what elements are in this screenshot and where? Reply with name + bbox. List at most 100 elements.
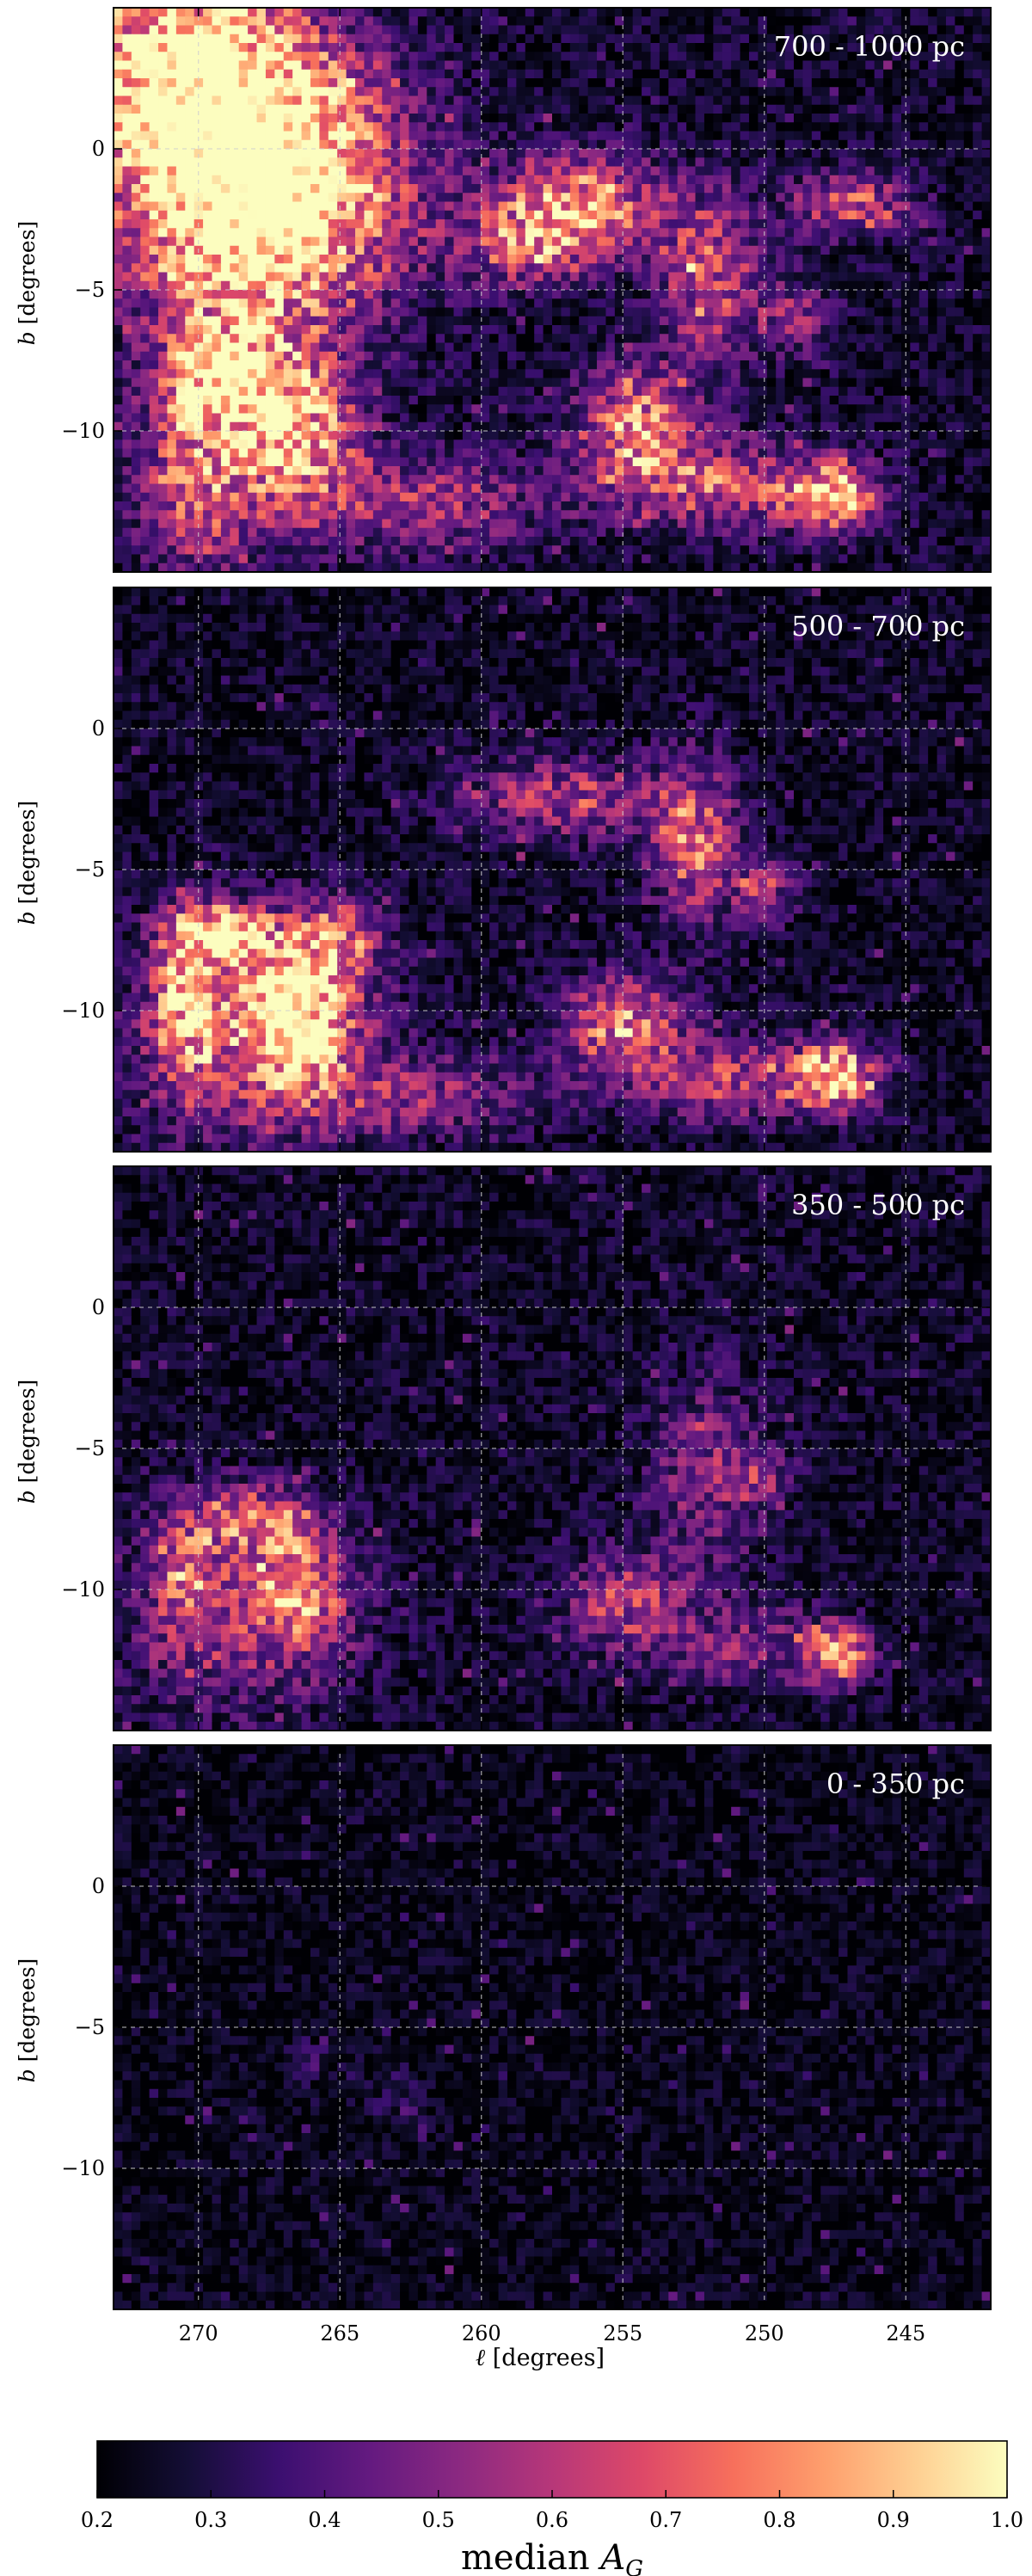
heatmap-cell xyxy=(918,378,929,388)
heatmap-cell xyxy=(220,8,230,17)
heatmap-cell xyxy=(973,104,983,114)
heatmap-cell xyxy=(445,290,455,299)
heatmap-cell xyxy=(328,175,338,185)
heatmap-cell xyxy=(167,245,177,255)
heatmap-cell xyxy=(829,78,839,88)
heatmap-cell xyxy=(131,104,141,114)
heatmap-cell xyxy=(445,263,455,274)
heatmap-cell xyxy=(731,334,741,344)
heatmap-cell xyxy=(766,104,777,114)
heatmap-cell xyxy=(874,219,884,229)
heatmap-cell xyxy=(238,369,249,379)
heatmap-cell xyxy=(695,272,705,282)
heatmap-cell xyxy=(238,290,249,299)
heatmap-cell xyxy=(408,325,419,335)
heatmap-cell xyxy=(328,298,338,309)
heatmap-cell xyxy=(212,210,222,220)
heatmap-cell xyxy=(167,184,177,194)
heatmap-cell xyxy=(480,184,490,194)
heatmap-cell xyxy=(220,166,230,176)
heatmap-cell xyxy=(194,104,204,114)
heatmap-cell xyxy=(417,210,427,220)
heatmap-cell xyxy=(650,413,660,423)
heatmap-cell xyxy=(372,369,383,379)
heatmap-cell xyxy=(498,255,508,264)
heatmap-cell xyxy=(319,175,329,185)
heatmap-cell xyxy=(427,69,437,79)
heatmap-cell xyxy=(301,342,311,353)
heatmap-cell xyxy=(149,396,159,405)
heatmap-cell xyxy=(355,404,366,415)
heatmap-cell xyxy=(614,16,624,27)
heatmap-cell xyxy=(963,157,974,168)
heatmap-cell xyxy=(346,228,356,238)
heatmap-cell xyxy=(498,87,508,97)
heatmap-cell xyxy=(364,290,374,299)
heatmap-cell xyxy=(829,334,839,344)
heatmap-cell xyxy=(256,421,267,432)
heatmap-cell xyxy=(614,413,624,423)
heatmap-cell xyxy=(973,255,983,264)
heatmap-cell xyxy=(372,272,383,282)
heatmap-cell xyxy=(892,16,902,27)
heatmap-cell xyxy=(525,34,535,44)
heatmap-cell xyxy=(256,201,267,212)
heatmap-cell xyxy=(722,369,732,379)
heatmap-cell xyxy=(453,396,464,405)
heatmap-cell xyxy=(928,404,938,415)
heatmap-cell xyxy=(856,272,866,282)
heatmap-cell xyxy=(703,272,714,282)
heatmap-cell xyxy=(820,440,831,450)
heatmap-cell xyxy=(435,69,445,79)
heatmap-cell xyxy=(534,104,544,114)
heatmap-cell xyxy=(220,34,230,44)
heatmap-cell xyxy=(802,69,813,79)
heatmap-cell xyxy=(382,78,392,88)
heatmap-cell xyxy=(650,175,660,185)
heatmap-cell xyxy=(265,25,275,35)
heatmap-cell xyxy=(372,104,383,114)
heatmap-cell xyxy=(445,139,455,150)
heatmap-cell xyxy=(114,193,124,203)
heatmap-cell xyxy=(856,8,866,17)
heatmap-cell xyxy=(543,440,553,450)
heatmap-cell xyxy=(337,369,347,379)
heatmap-cell xyxy=(292,272,303,282)
heatmap-cell xyxy=(516,325,526,335)
heatmap-cell xyxy=(794,131,804,141)
heatmap-cell xyxy=(283,360,293,370)
heatmap-cell xyxy=(597,175,607,185)
heatmap-cell xyxy=(480,298,490,309)
heatmap-cell xyxy=(552,175,562,185)
heatmap-cell xyxy=(435,149,445,158)
heatmap-cell xyxy=(856,43,866,52)
heatmap-cell xyxy=(220,421,230,432)
heatmap-cell xyxy=(605,263,616,274)
heatmap-cell xyxy=(543,193,553,203)
heatmap-cell xyxy=(230,43,240,52)
heatmap-cell xyxy=(256,8,267,17)
heatmap-cell xyxy=(614,298,624,309)
heatmap-cell xyxy=(175,342,186,353)
heatmap-cell xyxy=(175,290,186,299)
heatmap-cell xyxy=(462,34,472,44)
heatmap-cell xyxy=(400,316,410,326)
heatmap-cell xyxy=(220,290,230,299)
heatmap-cell xyxy=(310,114,320,123)
heatmap-cell xyxy=(918,8,929,17)
heatmap-cell xyxy=(445,157,455,168)
heatmap-cell xyxy=(900,386,911,397)
heatmap-cell xyxy=(883,34,894,44)
heatmap-cell xyxy=(740,122,750,132)
heatmap-cell xyxy=(230,228,240,238)
heatmap-cell xyxy=(856,95,866,106)
heatmap-cell xyxy=(695,342,705,353)
heatmap-cell xyxy=(910,290,920,299)
heatmap-cell xyxy=(248,342,258,353)
heatmap-cell xyxy=(346,193,356,203)
heatmap-cell xyxy=(274,193,285,203)
heatmap-cell xyxy=(811,386,821,397)
heatmap-cell xyxy=(838,413,849,423)
heatmap-cell xyxy=(937,69,947,79)
heatmap-cell xyxy=(445,201,455,212)
